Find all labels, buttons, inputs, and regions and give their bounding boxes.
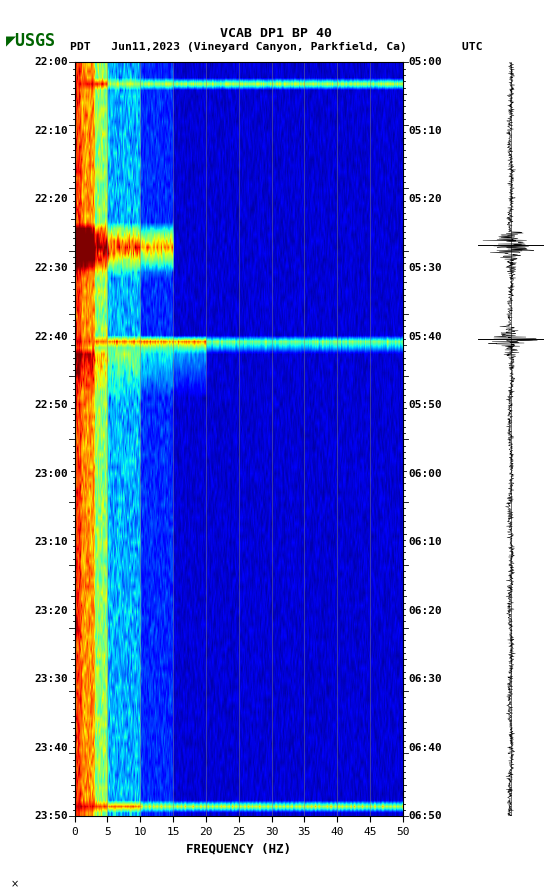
Text: 06:30: 06:30 [408,674,443,684]
Text: ◤USGS: ◤USGS [6,31,56,49]
X-axis label: FREQUENCY (HZ): FREQUENCY (HZ) [186,842,291,855]
Text: 05:20: 05:20 [408,194,443,204]
Text: 06:20: 06:20 [408,606,443,615]
Text: ×: × [11,880,19,889]
Text: 23:00: 23:00 [35,468,68,479]
Text: 22:00: 22:00 [35,57,68,68]
Text: 22:10: 22:10 [35,126,68,136]
Text: 23:50: 23:50 [35,811,68,822]
Text: VCAB DP1 BP 40: VCAB DP1 BP 40 [220,27,332,40]
Text: 22:20: 22:20 [35,194,68,204]
Text: 23:40: 23:40 [35,743,68,753]
Text: 23:20: 23:20 [35,606,68,615]
Text: 06:50: 06:50 [408,811,443,822]
Text: 22:30: 22:30 [35,263,68,273]
Text: 23:10: 23:10 [35,537,68,547]
Text: 22:40: 22:40 [35,332,68,342]
Text: 06:10: 06:10 [408,537,443,547]
Text: 05:10: 05:10 [408,126,443,136]
Text: 05:30: 05:30 [408,263,443,273]
Text: 05:50: 05:50 [408,400,443,410]
Text: 23:30: 23:30 [35,674,68,684]
Text: 05:00: 05:00 [408,57,443,68]
Text: 06:00: 06:00 [408,468,443,479]
Text: 05:40: 05:40 [408,332,443,342]
Text: 06:40: 06:40 [408,743,443,753]
Text: PDT   Jun11,2023 (Vineyard Canyon, Parkfield, Ca)        UTC: PDT Jun11,2023 (Vineyard Canyon, Parkfie… [70,42,482,52]
Text: 22:50: 22:50 [35,400,68,410]
